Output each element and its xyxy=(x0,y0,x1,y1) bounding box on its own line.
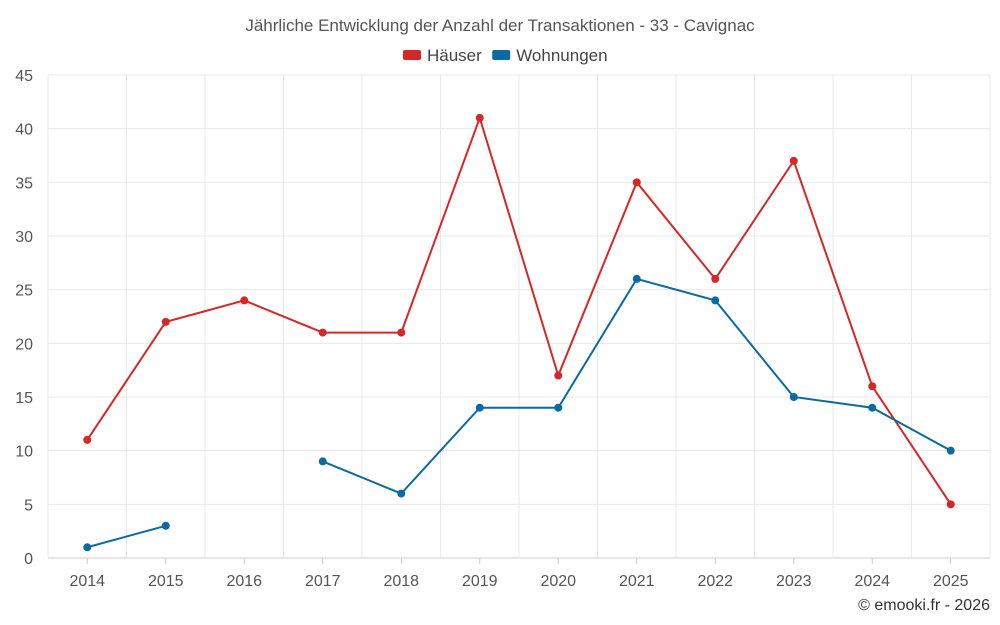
data-point[interactable] xyxy=(554,371,563,380)
series-1 xyxy=(83,274,955,552)
data-point[interactable] xyxy=(161,521,170,530)
y-tick-label: 0 xyxy=(24,551,33,568)
data-point[interactable] xyxy=(475,403,484,412)
data-point[interactable] xyxy=(318,457,327,466)
y-tick-label: 20 xyxy=(15,336,33,353)
legend-swatch xyxy=(403,50,421,60)
series-line xyxy=(86,114,952,505)
data-point[interactable] xyxy=(161,317,170,326)
credit-text: © emooki.fr - 2026 xyxy=(858,597,990,614)
data-point[interactable] xyxy=(711,296,720,305)
data-point[interactable] xyxy=(946,446,955,455)
y-tick-label: 40 xyxy=(15,122,33,139)
x-tick-label: 2017 xyxy=(305,573,341,590)
series-layer xyxy=(83,113,955,552)
data-point[interactable] xyxy=(475,113,484,122)
legend-label: Wohnungen xyxy=(516,46,607,65)
y-tick-label: 5 xyxy=(24,497,33,514)
data-point[interactable] xyxy=(868,403,877,412)
data-point[interactable] xyxy=(868,382,877,391)
y-tick-label: 30 xyxy=(15,229,33,246)
data-point[interactable] xyxy=(789,393,798,401)
x-tick-label: 2015 xyxy=(148,573,184,590)
x-tick-label: 2018 xyxy=(383,573,419,590)
data-point[interactable] xyxy=(632,274,641,283)
data-point[interactable] xyxy=(240,296,249,305)
data-point[interactable] xyxy=(83,543,92,552)
x-tick-label: 2022 xyxy=(697,573,733,590)
series-line xyxy=(322,277,952,495)
data-point[interactable] xyxy=(83,435,92,444)
data-point[interactable] xyxy=(632,178,641,187)
x-tick-label: 2025 xyxy=(933,573,969,590)
data-point[interactable] xyxy=(397,328,406,337)
data-point[interactable] xyxy=(397,489,406,498)
legend-item[interactable]: Häuser xyxy=(403,46,482,65)
x-tick-label: 2024 xyxy=(854,573,890,590)
series-line xyxy=(86,524,167,549)
y-tick-label: 10 xyxy=(15,444,33,461)
series-0 xyxy=(83,113,955,509)
x-tick-label: 2019 xyxy=(462,573,498,590)
legend-item[interactable]: Wohnungen xyxy=(492,46,608,65)
y-tick-label: 35 xyxy=(15,175,33,192)
legend-swatch xyxy=(492,50,511,60)
legend: Häuser Wohnungen xyxy=(403,46,608,65)
x-tick-label: 2021 xyxy=(619,573,655,590)
data-point[interactable] xyxy=(789,156,798,165)
x-tick-label: 2020 xyxy=(540,573,576,590)
x-tick-label: 2016 xyxy=(226,573,262,590)
data-point[interactable] xyxy=(318,328,327,337)
x-tick-label: 2023 xyxy=(776,573,812,590)
y-axis: 0 5 10 15 20 25 30 35 40 45 xyxy=(15,68,33,568)
y-tick-label: 45 xyxy=(15,68,33,85)
y-tick-label: 25 xyxy=(15,283,33,300)
x-axis: 2014 2015 2016 2017 2018 2019 2020 2021 2022 2023… xyxy=(69,558,969,590)
legend-label: Häuser xyxy=(427,46,482,65)
data-point[interactable] xyxy=(946,500,955,509)
y-tick-label: 15 xyxy=(15,390,33,407)
data-point[interactable] xyxy=(554,403,563,412)
data-point[interactable] xyxy=(711,274,720,283)
chart-title: Jährliche Entwicklung der Anzahl der Tra… xyxy=(245,16,755,35)
x-tick-label: 2014 xyxy=(69,573,105,590)
